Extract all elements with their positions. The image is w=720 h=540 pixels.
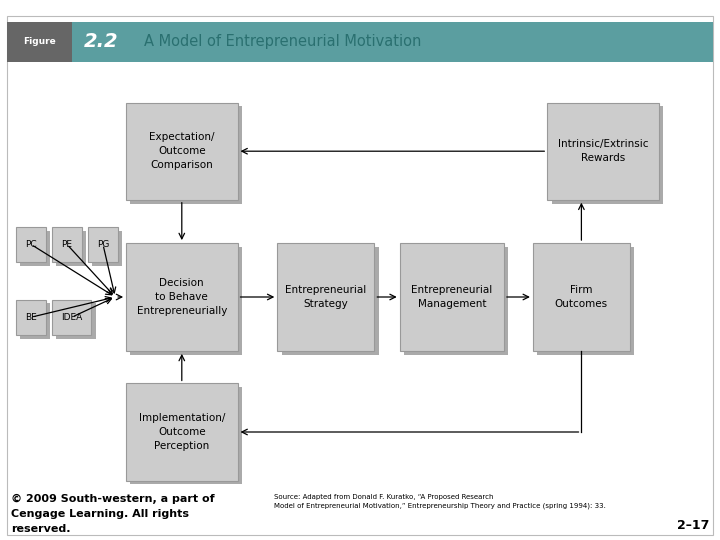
Text: 2–17: 2–17	[677, 519, 709, 532]
Bar	[52, 227, 82, 262]
Bar	[56, 303, 96, 339]
Bar	[552, 106, 663, 204]
Text: PG: PG	[96, 240, 109, 249]
Text: Entrepreneurial
Strategy: Entrepreneurial Strategy	[285, 285, 366, 309]
Text: A Model of Entrepreneurial Motivation: A Model of Entrepreneurial Motivation	[144, 35, 421, 49]
Bar	[130, 106, 242, 204]
Bar	[282, 247, 379, 355]
Bar	[16, 300, 46, 335]
Bar	[7, 22, 72, 62]
Text: PC: PC	[25, 240, 37, 249]
Text: Implementation/
Outcome
Perception: Implementation/ Outcome Perception	[139, 413, 225, 451]
Bar	[7, 22, 713, 62]
Bar	[20, 303, 50, 339]
Text: IDEA: IDEA	[61, 313, 82, 322]
Text: 2.2: 2.2	[84, 32, 118, 51]
Bar	[88, 227, 118, 262]
Bar	[16, 227, 46, 262]
Bar	[547, 103, 659, 200]
Bar	[126, 383, 238, 481]
Bar	[277, 243, 374, 351]
Text: PE: PE	[61, 240, 73, 249]
Text: Decision
to Behave
Entrepreneurially: Decision to Behave Entrepreneurially	[137, 278, 227, 316]
Text: Cengage Learning. All rights: Cengage Learning. All rights	[11, 509, 189, 519]
Bar	[56, 231, 86, 266]
Text: BE: BE	[25, 313, 37, 322]
Text: Firm
Outcomes: Firm Outcomes	[555, 285, 608, 309]
Bar	[52, 300, 91, 335]
Bar	[20, 231, 50, 266]
Bar	[400, 243, 504, 351]
Text: Source: Adapted from Donald F. Kuratko, “A Proposed Research
Model of Entreprene: Source: Adapted from Donald F. Kuratko, …	[274, 494, 606, 509]
Bar	[537, 247, 634, 355]
Bar	[126, 103, 238, 200]
Text: © 2009 South-western, a part of: © 2009 South-western, a part of	[11, 494, 215, 504]
Bar	[126, 243, 238, 351]
Text: Entrepreneurial
Management: Entrepreneurial Management	[411, 285, 492, 309]
Text: Figure: Figure	[23, 37, 56, 46]
Text: Intrinsic/Extrinsic
Rewards: Intrinsic/Extrinsic Rewards	[558, 139, 648, 163]
Bar	[130, 387, 242, 484]
Bar	[404, 247, 508, 355]
Text: Expectation/
Outcome
Comparison: Expectation/ Outcome Comparison	[149, 132, 215, 170]
Bar	[533, 243, 630, 351]
Bar	[92, 231, 122, 266]
Bar	[130, 247, 242, 355]
Text: reserved.: reserved.	[11, 524, 71, 535]
